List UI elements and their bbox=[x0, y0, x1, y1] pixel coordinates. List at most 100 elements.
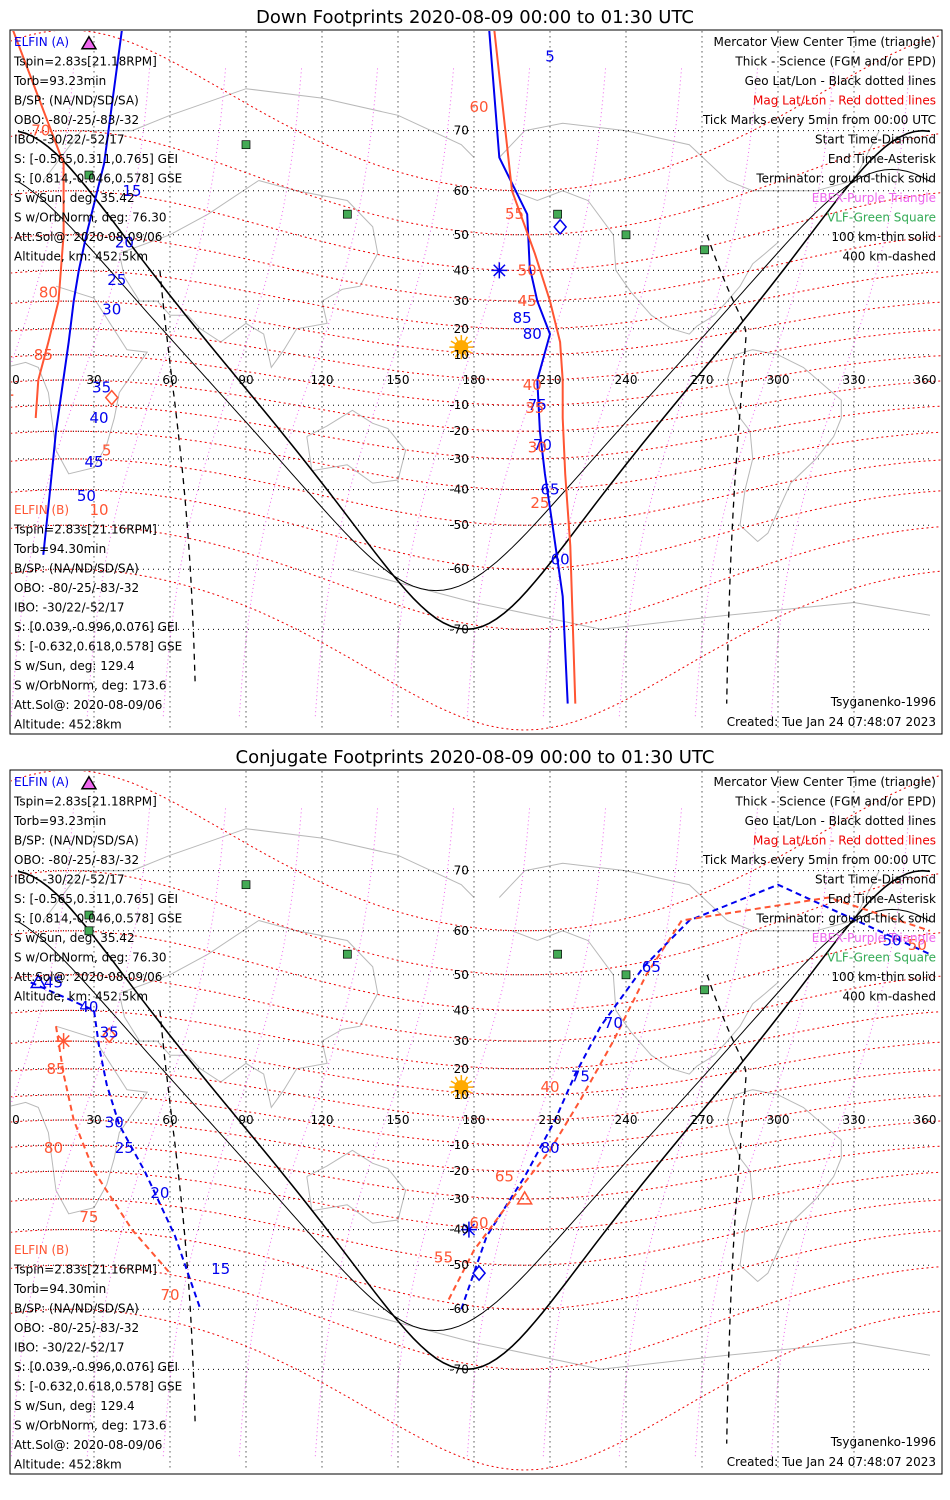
lat-tick-label: 30 bbox=[454, 1034, 469, 1048]
legend-line: Start Time-Diamond bbox=[815, 133, 936, 147]
lat-tick-label: 50 bbox=[454, 968, 469, 982]
mag-parallel bbox=[11, 1264, 941, 1370]
vlf-station-marker bbox=[700, 985, 709, 995]
lat-tick-label: 40 bbox=[454, 1003, 469, 1017]
mag-meridian bbox=[162, 67, 303, 717]
time-label-b: 5 bbox=[102, 441, 112, 459]
legend-line: Terminator: ground-thick solid bbox=[755, 172, 936, 186]
elfin-a-track1 bbox=[30, 981, 202, 1310]
time-label-a: 70 bbox=[533, 436, 552, 454]
terminator-400km bbox=[159, 270, 196, 682]
elfin-b-info: Tspin=2.83s[21.16RPM] bbox=[13, 523, 157, 537]
mag-meridian bbox=[390, 67, 531, 717]
mag-parallel bbox=[11, 269, 941, 330]
lat-tick-label: 20 bbox=[454, 1062, 469, 1076]
lat-tick-label: -40 bbox=[449, 1223, 469, 1237]
start-diamond-a bbox=[553, 218, 568, 235]
mag-meridian bbox=[238, 67, 379, 717]
time-label-a: 70 bbox=[604, 1014, 623, 1032]
elfin-b-info: Altitude: 452.8km bbox=[14, 718, 122, 732]
start-diamond-b bbox=[102, 1027, 117, 1044]
time-label-a: 75 bbox=[528, 396, 547, 414]
legend-line: Tick Marks every 5min from 00:00 UTC bbox=[702, 113, 936, 127]
lat-tick-label: 60 bbox=[454, 184, 469, 198]
legend-line: EBEX-Purple Triangle bbox=[812, 191, 936, 205]
elfin-b-info: OBO: -80/-25/-83/-32 bbox=[14, 1321, 139, 1335]
elfin-a-info: Att.Sol@: 2020-08-09/06 bbox=[14, 230, 162, 244]
time-label-a: 40 bbox=[90, 409, 109, 427]
time-label-a: 30 bbox=[105, 1114, 124, 1132]
lon-tick-label: 330 bbox=[843, 1113, 866, 1127]
time-label-b: 30 bbox=[528, 439, 547, 457]
mag-parallel bbox=[11, 1170, 941, 1231]
mag-parallel bbox=[11, 1068, 941, 1121]
coastline bbox=[511, 190, 779, 335]
coastline bbox=[726, 349, 842, 543]
time-label-b: 85 bbox=[34, 346, 53, 364]
legend-line: Tick Marks every 5min from 00:00 UTC bbox=[702, 853, 936, 867]
mag-meridian bbox=[162, 807, 303, 1457]
elfin-a-info: S: [-0.565,0.311,0.765] GEI bbox=[14, 892, 178, 906]
ebex-triangle bbox=[80, 35, 98, 50]
lat-tick-label: 10 bbox=[454, 348, 469, 362]
mag-parallel bbox=[11, 328, 941, 381]
time-label-b: 40 bbox=[540, 1078, 559, 1096]
time-label-a: 30 bbox=[102, 301, 121, 319]
elfin-b-info: S: [-0.632,0.618,0.578] GSE bbox=[14, 1380, 182, 1394]
end-asterisk-b bbox=[55, 1033, 72, 1050]
lon-tick-label: 60 bbox=[162, 1113, 177, 1127]
lat-tick-label: -30 bbox=[449, 452, 469, 466]
lon-tick-label: 360 bbox=[914, 373, 937, 387]
legend-line: VLF-Green Square bbox=[827, 211, 936, 225]
elfin-a-info: Torb=93.23min bbox=[13, 814, 106, 828]
elfin-b-track1 bbox=[12, 31, 65, 419]
coastline bbox=[11, 1025, 149, 1215]
model-label: Tsyganenko-1996 bbox=[830, 695, 936, 709]
mag-meridian bbox=[314, 807, 455, 1457]
lat-tick-label: -10 bbox=[449, 398, 469, 412]
vlf-station-marker bbox=[342, 949, 352, 959]
time-label-b: 10 bbox=[90, 501, 109, 519]
vlf-station-marker bbox=[84, 926, 94, 936]
time-label-b: 60 bbox=[470, 1214, 489, 1232]
mag-parallel bbox=[11, 379, 941, 432]
elfin-b-info: Att.Sol@: 2020-08-09/06 bbox=[14, 698, 162, 712]
sun-marker bbox=[454, 340, 469, 355]
lat-tick-label: -40 bbox=[449, 483, 469, 497]
coastline bbox=[347, 568, 931, 630]
elfin-a-info: B/SP: (NA/ND/SD/SA) bbox=[14, 834, 139, 848]
coastline bbox=[347, 1308, 931, 1370]
mag-parallel bbox=[11, 1198, 941, 1266]
end-asterisk-a bbox=[460, 1221, 477, 1238]
mag-meridian bbox=[86, 67, 227, 717]
elfin-a-track2 bbox=[488, 31, 569, 704]
coastline bbox=[778, 130, 880, 192]
elfin-a-info: Att.Sol@: 2020-08-09/06 bbox=[14, 970, 162, 984]
elfin-b-heading: ELFIN (B) bbox=[14, 1243, 69, 1257]
mag-meridian bbox=[770, 67, 911, 717]
coastline bbox=[498, 862, 778, 932]
mag-meridian bbox=[466, 807, 607, 1457]
mag-parallel bbox=[11, 234, 941, 302]
elfin-a-info: S w/Sun, deg: 35.42 bbox=[14, 931, 135, 945]
lat-tick-label: 60 bbox=[454, 924, 469, 938]
time-label-a: 40 bbox=[79, 998, 98, 1016]
mag-meridian bbox=[11, 67, 151, 717]
lat-tick-label: -70 bbox=[449, 622, 469, 636]
legend-line: Mag Lat/Lon - Red dotted lines bbox=[753, 94, 936, 108]
time-label-a: 20 bbox=[115, 233, 134, 251]
time-label-a: 15 bbox=[122, 182, 141, 200]
mag-parallel bbox=[11, 489, 941, 570]
lon-tick-label: 120 bbox=[311, 1113, 334, 1127]
elfin-b-info: Att.Sol@: 2020-08-09/06 bbox=[14, 1438, 162, 1452]
panel-conj: Conjugate Footprints 2020-08-09 00:00 to… bbox=[9, 747, 943, 1475]
time-label-b: 80 bbox=[44, 1139, 63, 1157]
elfin-b-heading: ELFIN (B) bbox=[14, 503, 69, 517]
elfin-b-info: S: [0.039,-0.996,0.076] GEI bbox=[14, 620, 178, 634]
lat-tick-label: 20 bbox=[454, 322, 469, 336]
vlf-station-marker bbox=[84, 910, 94, 920]
mag-meridian bbox=[542, 67, 683, 717]
end-asterisk-b bbox=[11, 389, 14, 401]
time-label-a: 35 bbox=[100, 1023, 119, 1041]
